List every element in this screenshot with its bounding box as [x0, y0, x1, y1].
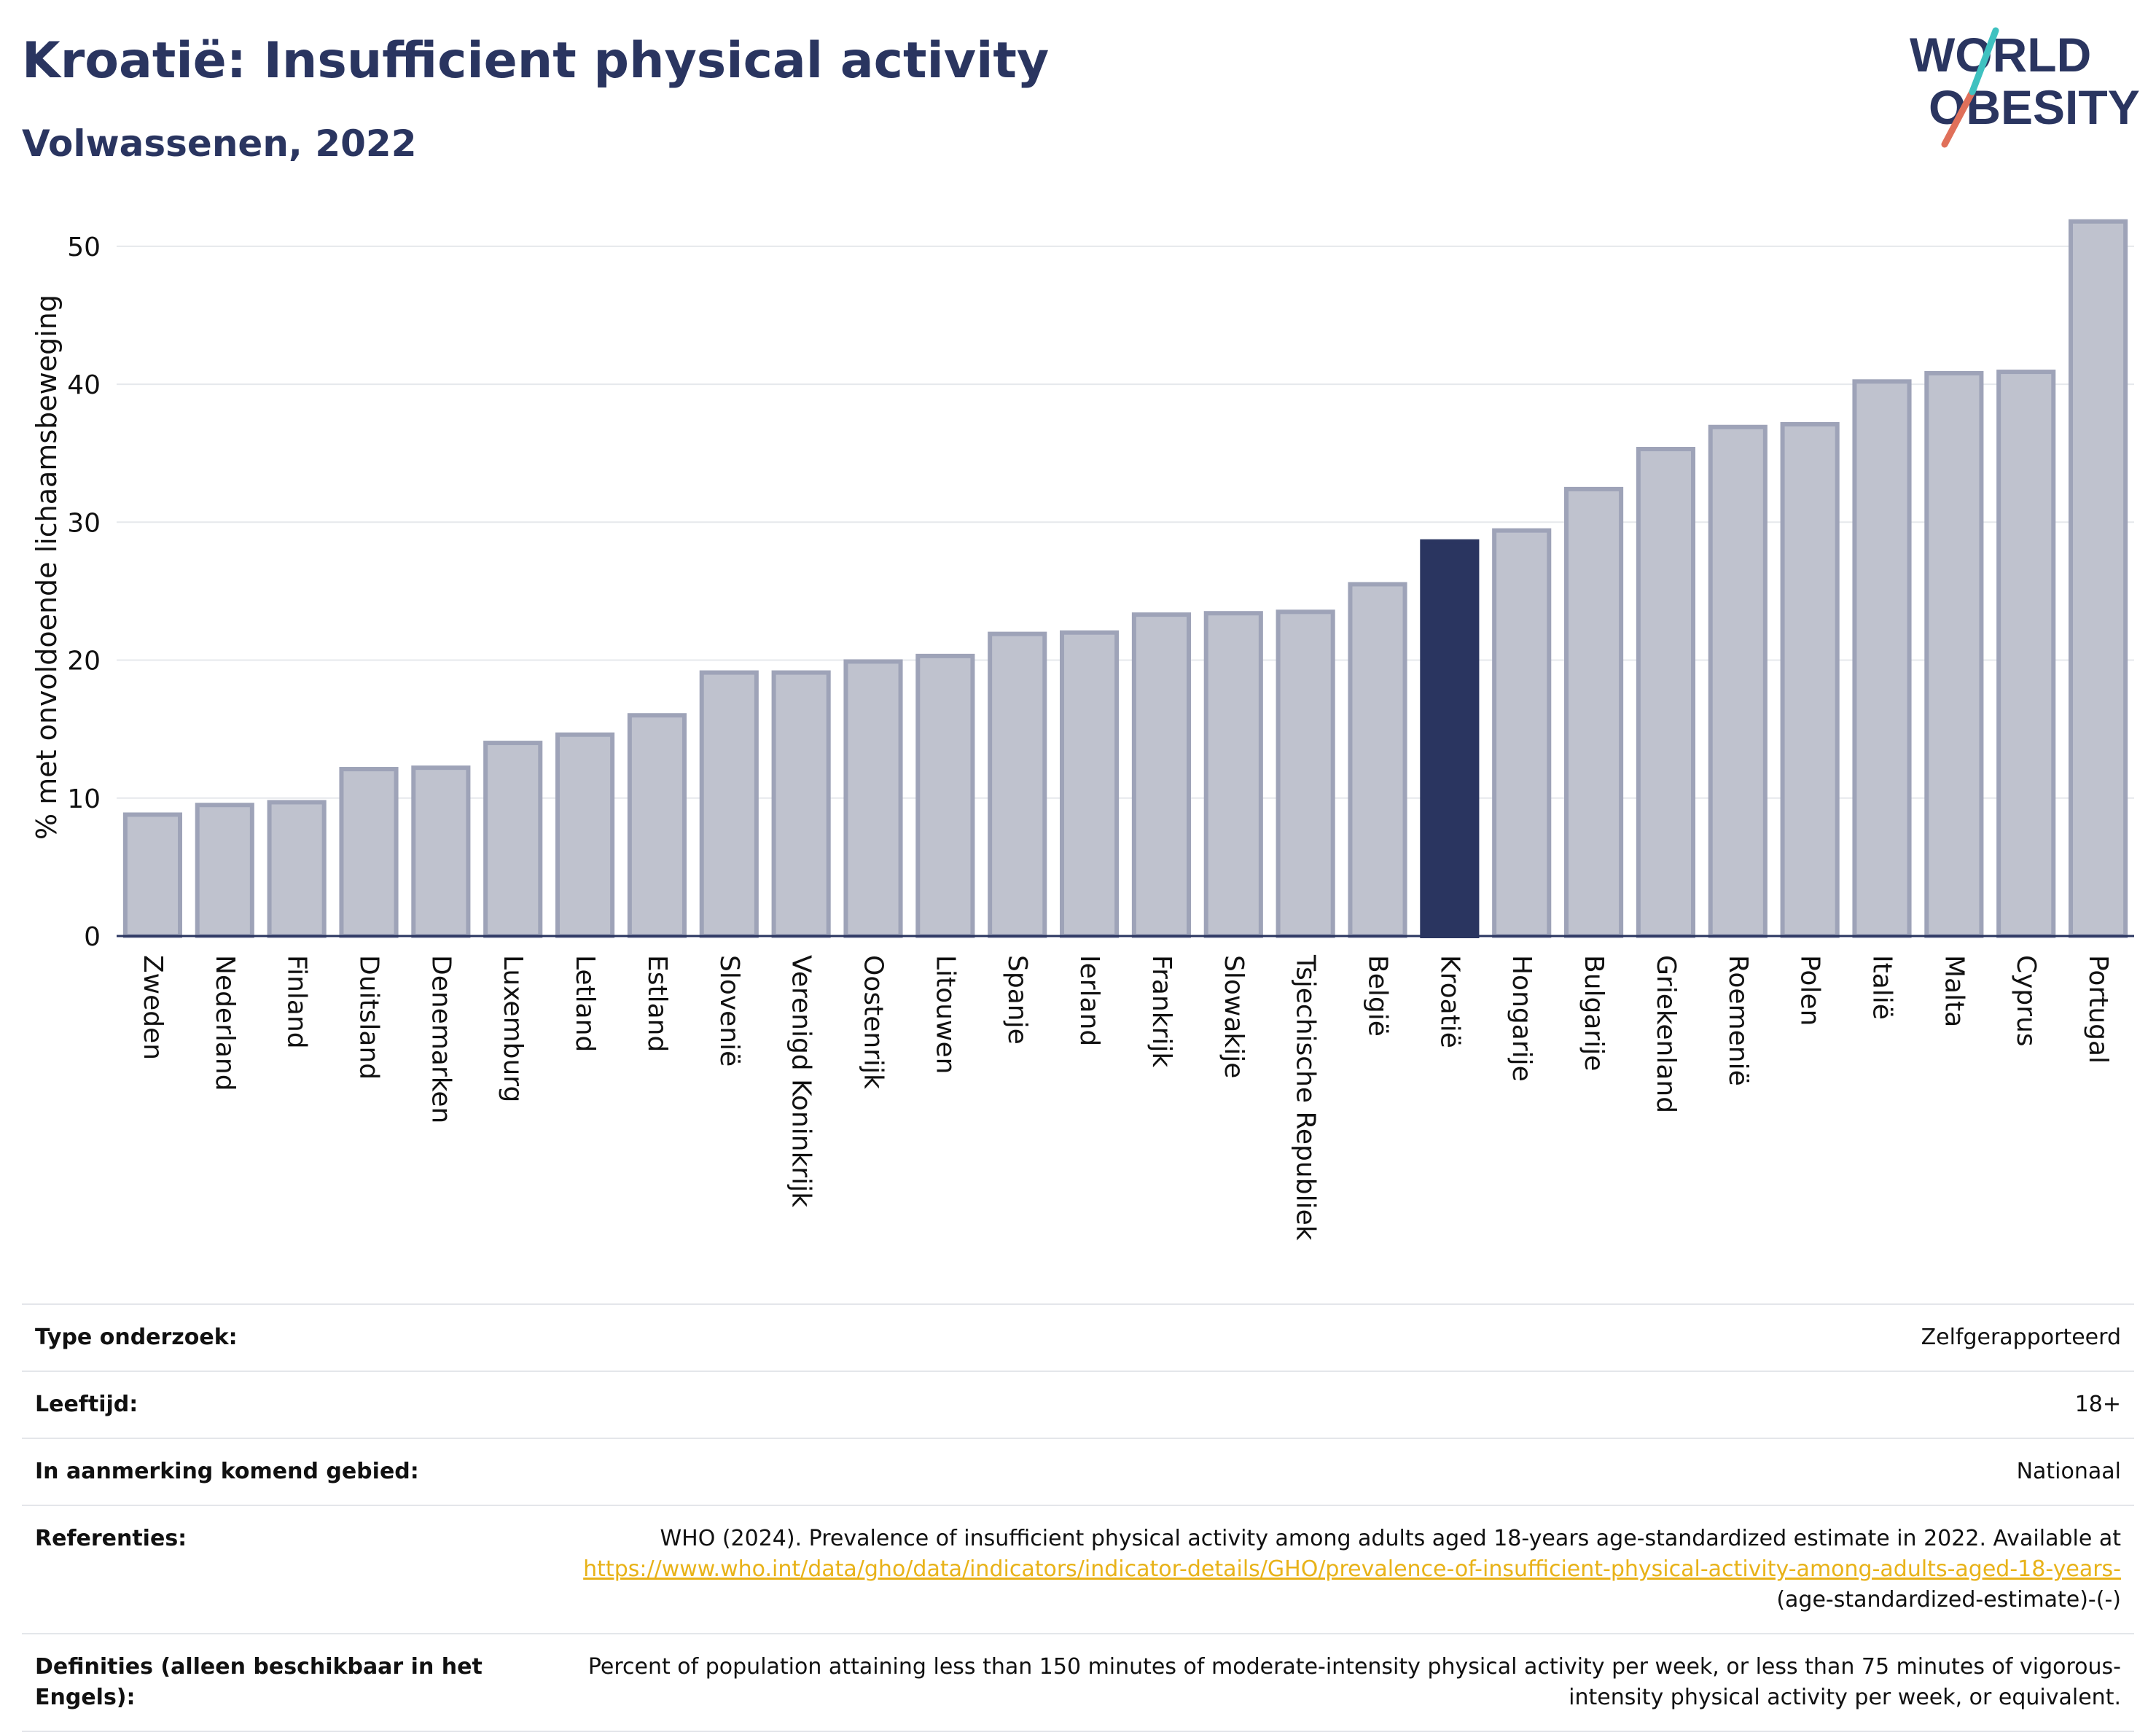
x-tick-label: Roemenië [1723, 955, 1753, 1086]
x-tick-label: Polen [1795, 955, 1825, 1026]
x-tick-label: Litouwen [930, 955, 960, 1074]
x-tick-label: Spanje [1002, 955, 1032, 1045]
x-tick-label: Frankrijk [1147, 955, 1176, 1067]
x-tick-label: Malta [1939, 955, 1969, 1027]
y-tick-label: 50 [67, 233, 101, 262]
x-tick-label: Cyprus [2011, 955, 2041, 1047]
info-label: Leeftijd: [35, 1392, 138, 1417]
x-tick-label: Kroatië [1434, 955, 1464, 1048]
bar [1348, 582, 1407, 938]
bar [1924, 370, 1984, 938]
x-tick-label: Letland [570, 955, 600, 1052]
bar [1708, 424, 1768, 938]
reference-text: WHO (2024). Prevalence of insufficient p… [660, 1526, 2121, 1551]
bar [1203, 611, 1263, 938]
reference-suffix: (age-standardized-estimate)-(-) [1776, 1587, 2121, 1613]
x-tick-label: Slovenië [714, 955, 744, 1067]
x-tick-label: Zweden [138, 955, 168, 1060]
bar [195, 803, 254, 938]
bar [627, 713, 687, 938]
x-tick-label: Nederland [210, 955, 240, 1091]
reference-link[interactable]: https://www.who.int/data/gho/data/indica… [583, 1556, 2121, 1582]
bar [1276, 609, 1335, 938]
y-tick-label: 20 [67, 647, 101, 677]
bar [1564, 486, 1624, 938]
y-tick-label: 0 [84, 922, 101, 952]
info-label: Type onderzoek: [35, 1325, 238, 1350]
bar [1060, 630, 1120, 938]
logo-line1: WORLD [1910, 28, 2091, 82]
bar [483, 741, 543, 938]
info-row-definitions: Definities (alleen beschikbaar in het En… [22, 1634, 2134, 1731]
logo-slash-coral [1941, 88, 1976, 148]
bar [1492, 528, 1552, 938]
bar [699, 670, 759, 938]
x-tick-label: Denemarken [426, 955, 456, 1123]
bar [1420, 539, 1480, 938]
x-tick-label: België [1363, 955, 1393, 1037]
bar [1996, 370, 2056, 938]
bar [988, 631, 1047, 938]
x-tick-label: Slowakije [1219, 955, 1249, 1078]
info-row-references: Referenties: WHO (2024). Prevalence of i… [22, 1505, 2134, 1634]
bar [411, 765, 471, 938]
bar [771, 670, 831, 938]
bar [267, 800, 327, 939]
x-tick-label: Bulgarije [1579, 955, 1609, 1071]
info-label: Definities (alleen beschikbaar in het En… [35, 1654, 483, 1710]
bar [339, 767, 399, 938]
info-table: Type onderzoek: Zelfgerapporteerd Leefti… [22, 1303, 2134, 1732]
info-label: In aanmerking komend gebied: [35, 1459, 419, 1484]
info-value: Zelfgerapporteerd [1921, 1325, 2121, 1350]
info-value: Percent of population attaining less tha… [587, 1654, 2121, 1710]
info-label: Referenties: [35, 1526, 187, 1551]
x-tick-label: Verenigd Koninkrijk [786, 955, 816, 1207]
y-tick-label: 30 [67, 508, 101, 538]
page-title: Kroatië: Insufficient physical activity [22, 32, 1050, 90]
bar [915, 653, 975, 938]
info-value: 18+ [2074, 1392, 2121, 1417]
x-tick-label: Griekenland [1651, 955, 1681, 1113]
y-tick-label: 40 [67, 370, 101, 400]
info-value: Nationaal [2016, 1459, 2121, 1484]
logo-slash-teal [1969, 27, 1999, 95]
bar [2069, 219, 2128, 938]
bar [1131, 612, 1191, 938]
x-tick-label: Hongarije [1507, 955, 1536, 1082]
page-subtitle: Volwassenen, 2022 [22, 122, 417, 165]
x-tick-label: Tsjechische Republiek [1291, 954, 1321, 1241]
world-obesity-logo: WORLD OBESITY [1910, 27, 2140, 148]
x-tick-label: Estland [642, 955, 672, 1052]
info-row-survey-type: Type onderzoek: Zelfgerapporteerd [22, 1304, 2134, 1371]
x-tick-label: Duitsland [354, 955, 384, 1080]
bar [1780, 421, 1840, 938]
bar [843, 659, 903, 939]
bar [122, 812, 182, 938]
bar-chart: 0 10 20 30 40 50 Zweden Nederland Finland Duitsla… [67, 219, 2134, 1241]
bar [1636, 447, 1695, 938]
x-tick-label: Portugal [2083, 955, 2113, 1064]
info-row-age: Leeftijd: 18+ [22, 1371, 2134, 1438]
x-tick-label: Italië [1867, 955, 1897, 1020]
bar [555, 732, 615, 938]
x-tick-label: Oostenrijk [859, 955, 888, 1089]
bar [1852, 379, 1912, 938]
info-row-area: In aanmerking komend gebied: Nationaal [22, 1438, 2134, 1505]
y-tick-label: 10 [67, 784, 101, 814]
x-tick-label: Ierland [1074, 955, 1104, 1046]
x-tick-label: Luxemburg [498, 955, 528, 1102]
x-tick-label: Finland [282, 955, 312, 1049]
